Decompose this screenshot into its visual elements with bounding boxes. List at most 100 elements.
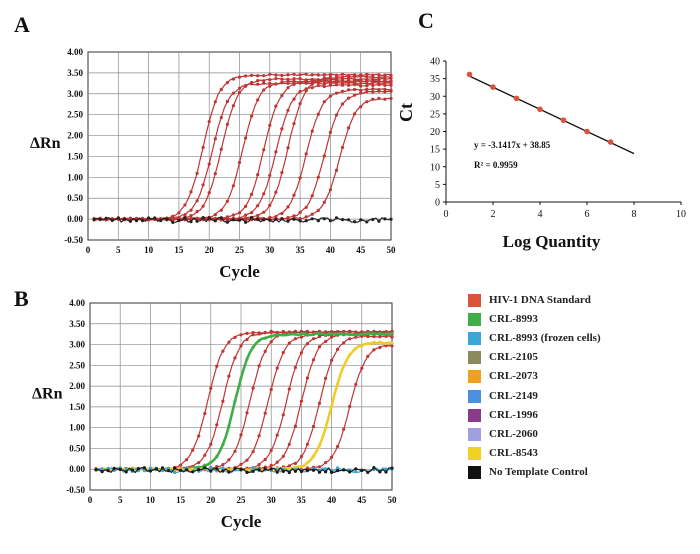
series-marker	[268, 72, 272, 76]
series-marker	[201, 183, 205, 187]
series-marker	[213, 100, 217, 104]
series-marker	[225, 220, 229, 224]
series-marker	[353, 93, 357, 97]
series-marker	[353, 83, 357, 87]
series-marker	[177, 218, 181, 223]
series-marker	[159, 218, 163, 223]
series-marker	[257, 468, 261, 472]
series-marker	[160, 466, 165, 470]
series-marker	[268, 173, 272, 177]
legend-swatch	[468, 446, 481, 460]
series-marker	[195, 199, 199, 203]
series-marker	[304, 152, 308, 156]
series-marker	[269, 340, 273, 344]
series-marker	[215, 364, 219, 368]
y-tick-label: 0.00	[67, 214, 83, 224]
series-marker	[304, 89, 308, 93]
series-marker	[256, 82, 260, 86]
series-marker	[233, 335, 237, 339]
legend-item: HIV-1 DNA Standard	[468, 291, 601, 310]
series-marker	[353, 220, 357, 224]
series-marker	[286, 219, 290, 223]
series-marker	[239, 433, 243, 437]
legend-swatch	[468, 427, 481, 441]
series-marker	[136, 467, 140, 471]
series-marker	[317, 470, 322, 474]
series-marker	[377, 75, 381, 80]
y-tick-label: 30	[430, 92, 440, 103]
series-marker	[231, 218, 235, 222]
series-marker	[219, 216, 223, 220]
series-marker	[237, 86, 242, 90]
series-marker	[274, 77, 278, 81]
series-marker	[92, 218, 96, 222]
x-axis-title: Cycle	[219, 262, 260, 281]
x-tick-label: 0	[86, 245, 91, 255]
series-marker	[322, 79, 326, 83]
series-marker	[250, 215, 254, 220]
y-tick-label: -0.50	[64, 235, 83, 245]
y-tick-label: 5	[435, 180, 440, 191]
series-marker	[371, 97, 375, 101]
series-marker	[328, 75, 332, 79]
series-marker	[245, 337, 249, 342]
series-marker	[305, 468, 309, 472]
series-marker	[203, 466, 207, 470]
series-marker	[268, 81, 272, 85]
series-marker	[263, 457, 267, 462]
y-tick-label: 40	[430, 57, 440, 68]
y-tick-label: 1.50	[67, 151, 83, 161]
series-marker	[287, 464, 291, 468]
series-marker	[262, 74, 266, 78]
series-marker	[366, 331, 370, 335]
series-marker	[298, 81, 302, 85]
series-marker	[269, 467, 273, 471]
series-marker	[310, 79, 314, 84]
series-marker	[183, 216, 187, 220]
series-marker	[324, 467, 328, 471]
series-marker	[359, 91, 363, 95]
series-marker	[317, 331, 322, 336]
legend-label: CRL-2060	[489, 427, 538, 440]
series-marker	[311, 332, 316, 336]
series-marker	[299, 454, 303, 459]
series-marker	[250, 192, 254, 196]
series-marker	[179, 463, 183, 467]
series-marker	[384, 334, 388, 338]
series-marker	[322, 82, 326, 86]
series-marker	[244, 84, 248, 88]
series-marker	[280, 127, 284, 131]
data-point	[560, 117, 567, 124]
series-marker	[274, 150, 278, 154]
series-marker	[280, 93, 284, 98]
x-tick-label: 35	[296, 245, 306, 255]
series-marker	[134, 219, 139, 223]
series-marker	[154, 467, 158, 471]
series-marker	[286, 73, 290, 77]
series-marker	[310, 129, 314, 133]
series-marker	[140, 219, 145, 223]
y-tick-label: 1.50	[69, 402, 85, 412]
series-marker	[268, 78, 272, 82]
series-marker	[142, 469, 146, 473]
series-marker	[203, 411, 207, 416]
series-marker	[348, 404, 352, 409]
legend-item: CRL-1996	[468, 406, 601, 425]
series-marker	[257, 364, 261, 368]
series-marker	[281, 454, 285, 458]
series-marker	[334, 113, 339, 117]
series-marker	[293, 469, 297, 473]
series-marker	[269, 463, 273, 467]
series-marker	[268, 123, 272, 127]
legend-label: CRL-2073	[489, 370, 538, 383]
series-marker	[316, 79, 320, 83]
series-marker	[173, 466, 177, 470]
series-marker	[128, 219, 132, 223]
series-marker	[263, 336, 267, 340]
series-marker	[311, 337, 316, 341]
series-marker	[110, 218, 114, 222]
series-marker	[359, 218, 363, 222]
series-marker	[287, 470, 291, 475]
series-marker	[219, 87, 223, 92]
